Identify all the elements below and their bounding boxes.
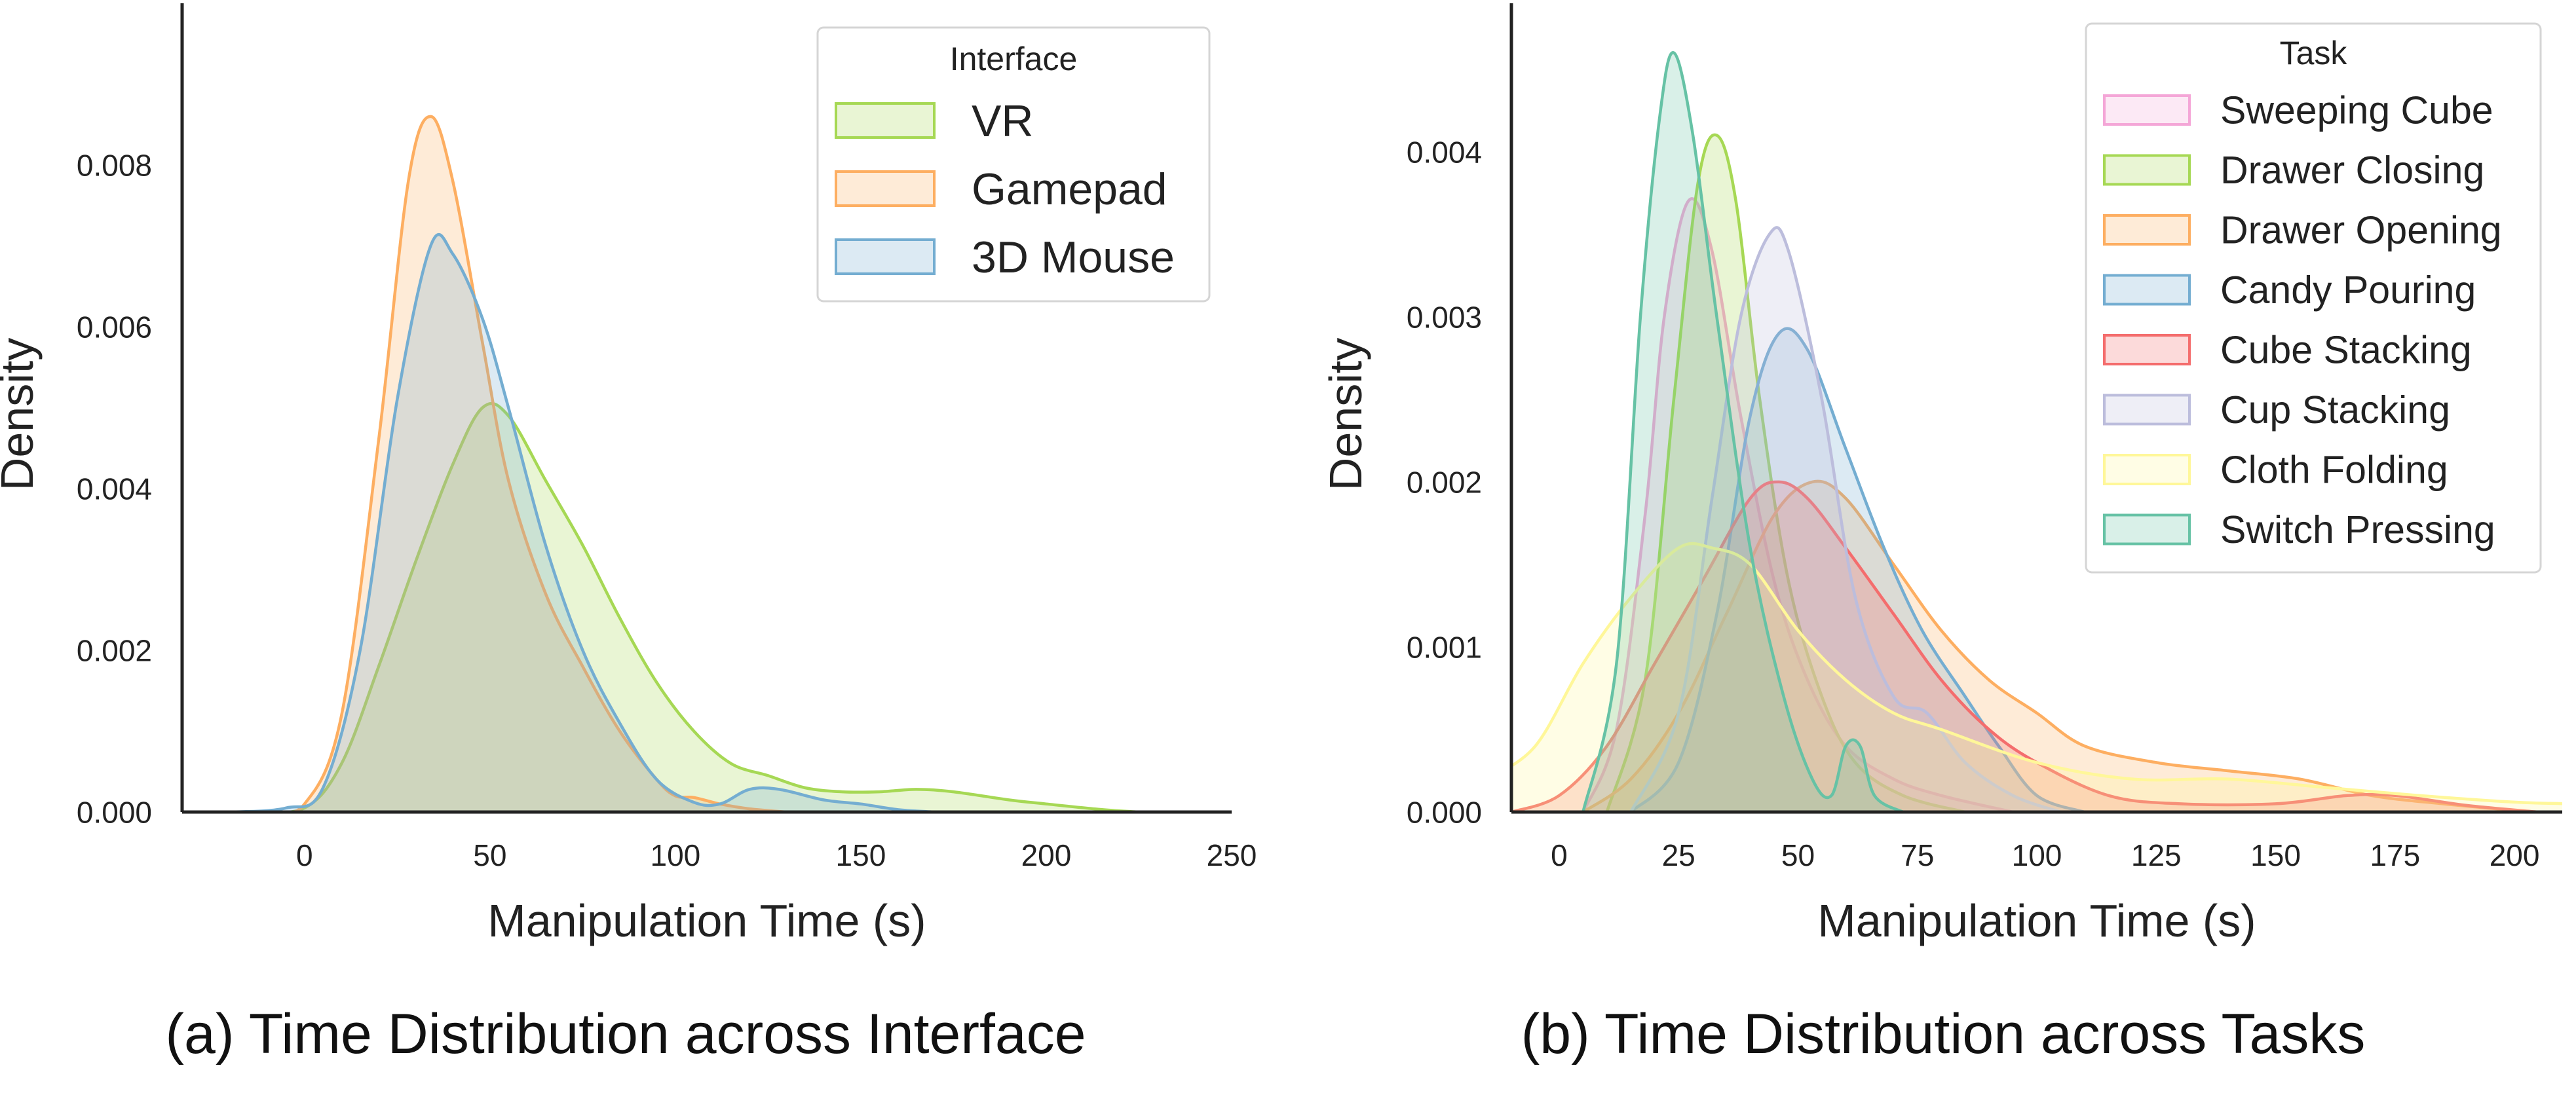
legend: Task Sweeping Cube Drawer Closing Drawer Op…	[2085, 22, 2542, 574]
legend-swatch-drawer-closing	[2103, 154, 2191, 186]
x-tick-label: 25	[1662, 838, 1695, 872]
y-tick-label: 0.004	[77, 472, 152, 506]
legend-swatch-sweeping-cube	[2103, 94, 2191, 126]
legend-swatch-drawer-opening	[2103, 214, 2191, 246]
y-tick-label: 0.000	[1407, 796, 1482, 830]
density-area-3d-mouse	[230, 234, 936, 812]
legend-frame	[816, 26, 1211, 303]
legend-swatch-candy-pouring	[2103, 274, 2191, 306]
x-tick-label: 100	[651, 838, 701, 872]
y-axis-title: Density	[1320, 338, 1371, 490]
y-tick-label: 0.008	[77, 149, 152, 183]
legend-swatch-gamepad	[835, 170, 936, 207]
y-tick-label: 0.000	[77, 796, 152, 830]
density-area-drawer-opening	[1583, 481, 2515, 812]
legend-swatch-switch-pressing	[2103, 513, 2191, 546]
legend-swatch-cube-stacking	[2103, 334, 2191, 365]
y-tick-label: 0.003	[1407, 300, 1482, 334]
caption-tasks: (b) Time Distribution across Tasks	[1521, 1003, 2366, 1065]
y-tick-label: 0.002	[1407, 465, 1482, 499]
x-tick-label: 200	[1021, 838, 1072, 872]
x-tick-label: 125	[2131, 838, 2182, 872]
legend-swatch-vr	[835, 102, 936, 139]
legend-label-sweeping-cube: Sweeping Cube	[2220, 89, 2493, 132]
y-tick-label: 0.004	[1407, 135, 1482, 169]
plot-area	[1511, 51, 2562, 812]
x-axis-title: Manipulation Time (s)	[1817, 895, 2256, 946]
density-line-drawer-opening	[1582, 479, 2515, 812]
legend-label-cloth-folding: Cloth Folding	[2220, 449, 2448, 492]
legend-label-gamepad: Gamepad	[972, 164, 1167, 214]
x-tick-label: 100	[2012, 838, 2062, 872]
density-area-drawer-closing	[1606, 134, 1965, 812]
x-tick-label: 0	[296, 838, 313, 872]
density-area-switch-pressing	[1583, 52, 1903, 812]
density-line-cube-stacking	[1511, 480, 2539, 812]
x-tick-label: 0	[1551, 838, 1568, 872]
density-line-3d-mouse	[230, 233, 936, 812]
x-axis-title: Manipulation Time (s)	[487, 895, 926, 946]
x-tick-label: 50	[473, 838, 506, 872]
legend-label-3d-mouse: 3D Mouse	[972, 232, 1175, 282]
legend-label-cube-stacking: Cube Stacking	[2220, 329, 2472, 372]
caption-interface: (a) Time Distribution across Interface	[165, 1003, 1086, 1065]
legend-swatch-3d-mouse	[835, 238, 936, 275]
panel-interface: 0 50 100 150 200 250 0.000 0.002 0.004 0.006 0.008…	[0, 3, 1257, 1065]
density-line-switch-pressing	[1582, 51, 1904, 812]
y-tick-label: 0.001	[1407, 631, 1482, 665]
legend-label-drawer-opening: Drawer Opening	[2220, 209, 2502, 252]
x-tick-label: 175	[2370, 838, 2420, 872]
density-area-vr	[248, 403, 1139, 812]
legend-swatch-cloth-folding	[2103, 454, 2191, 485]
plot-area	[230, 115, 1139, 812]
density-area-cup-stacking	[1631, 227, 2061, 812]
panel-tasks: 0 25 50 75 100 125 150 175 200 0.000 0.001 0.002 0.0…	[1288, 0, 2576, 1110]
x-tick-label: 150	[2250, 838, 2301, 872]
legend-label-vr: VR	[972, 96, 1033, 146]
x-tick-label: 250	[1207, 838, 1257, 872]
legend-title: Task	[2280, 35, 2348, 71]
x-tick-label: 50	[1781, 838, 1815, 872]
density-area-gamepad	[267, 116, 787, 812]
density-line-gamepad	[267, 115, 787, 812]
x-tick-label: 75	[1901, 838, 1934, 872]
density-area-cube-stacking	[1511, 481, 2539, 812]
legend-label-cup-stacking: Cup Stacking	[2220, 388, 2450, 432]
legend-label-candy-pouring: Candy Pouring	[2220, 268, 2476, 312]
y-axis-title: Density	[0, 338, 43, 490]
density-line-vr	[248, 401, 1139, 812]
y-tick-label: 0.006	[77, 310, 152, 344]
legend-swatch-cup-stacking	[2103, 394, 2191, 426]
legend: Interface VR Gamepad 3D Mouse	[816, 26, 1211, 303]
chart-interface-plot: 0 50 100 150 200 250 0.000 0.002 0.004 0.006 0.008…	[0, 3, 1257, 946]
chart-tasks-plot: 0 25 50 75 100 125 150 175 200 0.000 0.001 0.002 0.0…	[1320, 3, 2562, 946]
legend-title: Interface	[950, 41, 1078, 77]
y-tick-label: 0.002	[77, 634, 152, 668]
density-area-cloth-folding	[1511, 544, 2562, 812]
legend-frame	[2085, 22, 2542, 574]
density-line-drawer-closing	[1605, 133, 1966, 812]
x-tick-label: 200	[2490, 838, 2540, 872]
x-tick-label: 150	[836, 838, 886, 872]
legend-label-drawer-closing: Drawer Closing	[2220, 149, 2484, 192]
legend-label-switch-pressing: Switch Pressing	[2220, 508, 2495, 551]
